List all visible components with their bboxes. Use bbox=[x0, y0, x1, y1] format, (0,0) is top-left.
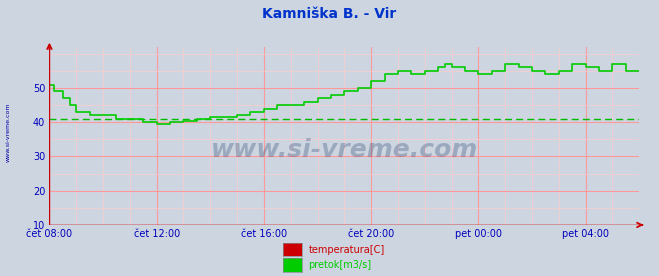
Text: temperatura[C]: temperatura[C] bbox=[308, 245, 385, 255]
Text: Kamniška B. - Vir: Kamniška B. - Vir bbox=[262, 7, 397, 21]
Text: www.si-vreme.com: www.si-vreme.com bbox=[5, 103, 11, 162]
Text: pretok[m3/s]: pretok[m3/s] bbox=[308, 260, 372, 270]
Text: www.si-vreme.com: www.si-vreme.com bbox=[211, 138, 478, 162]
